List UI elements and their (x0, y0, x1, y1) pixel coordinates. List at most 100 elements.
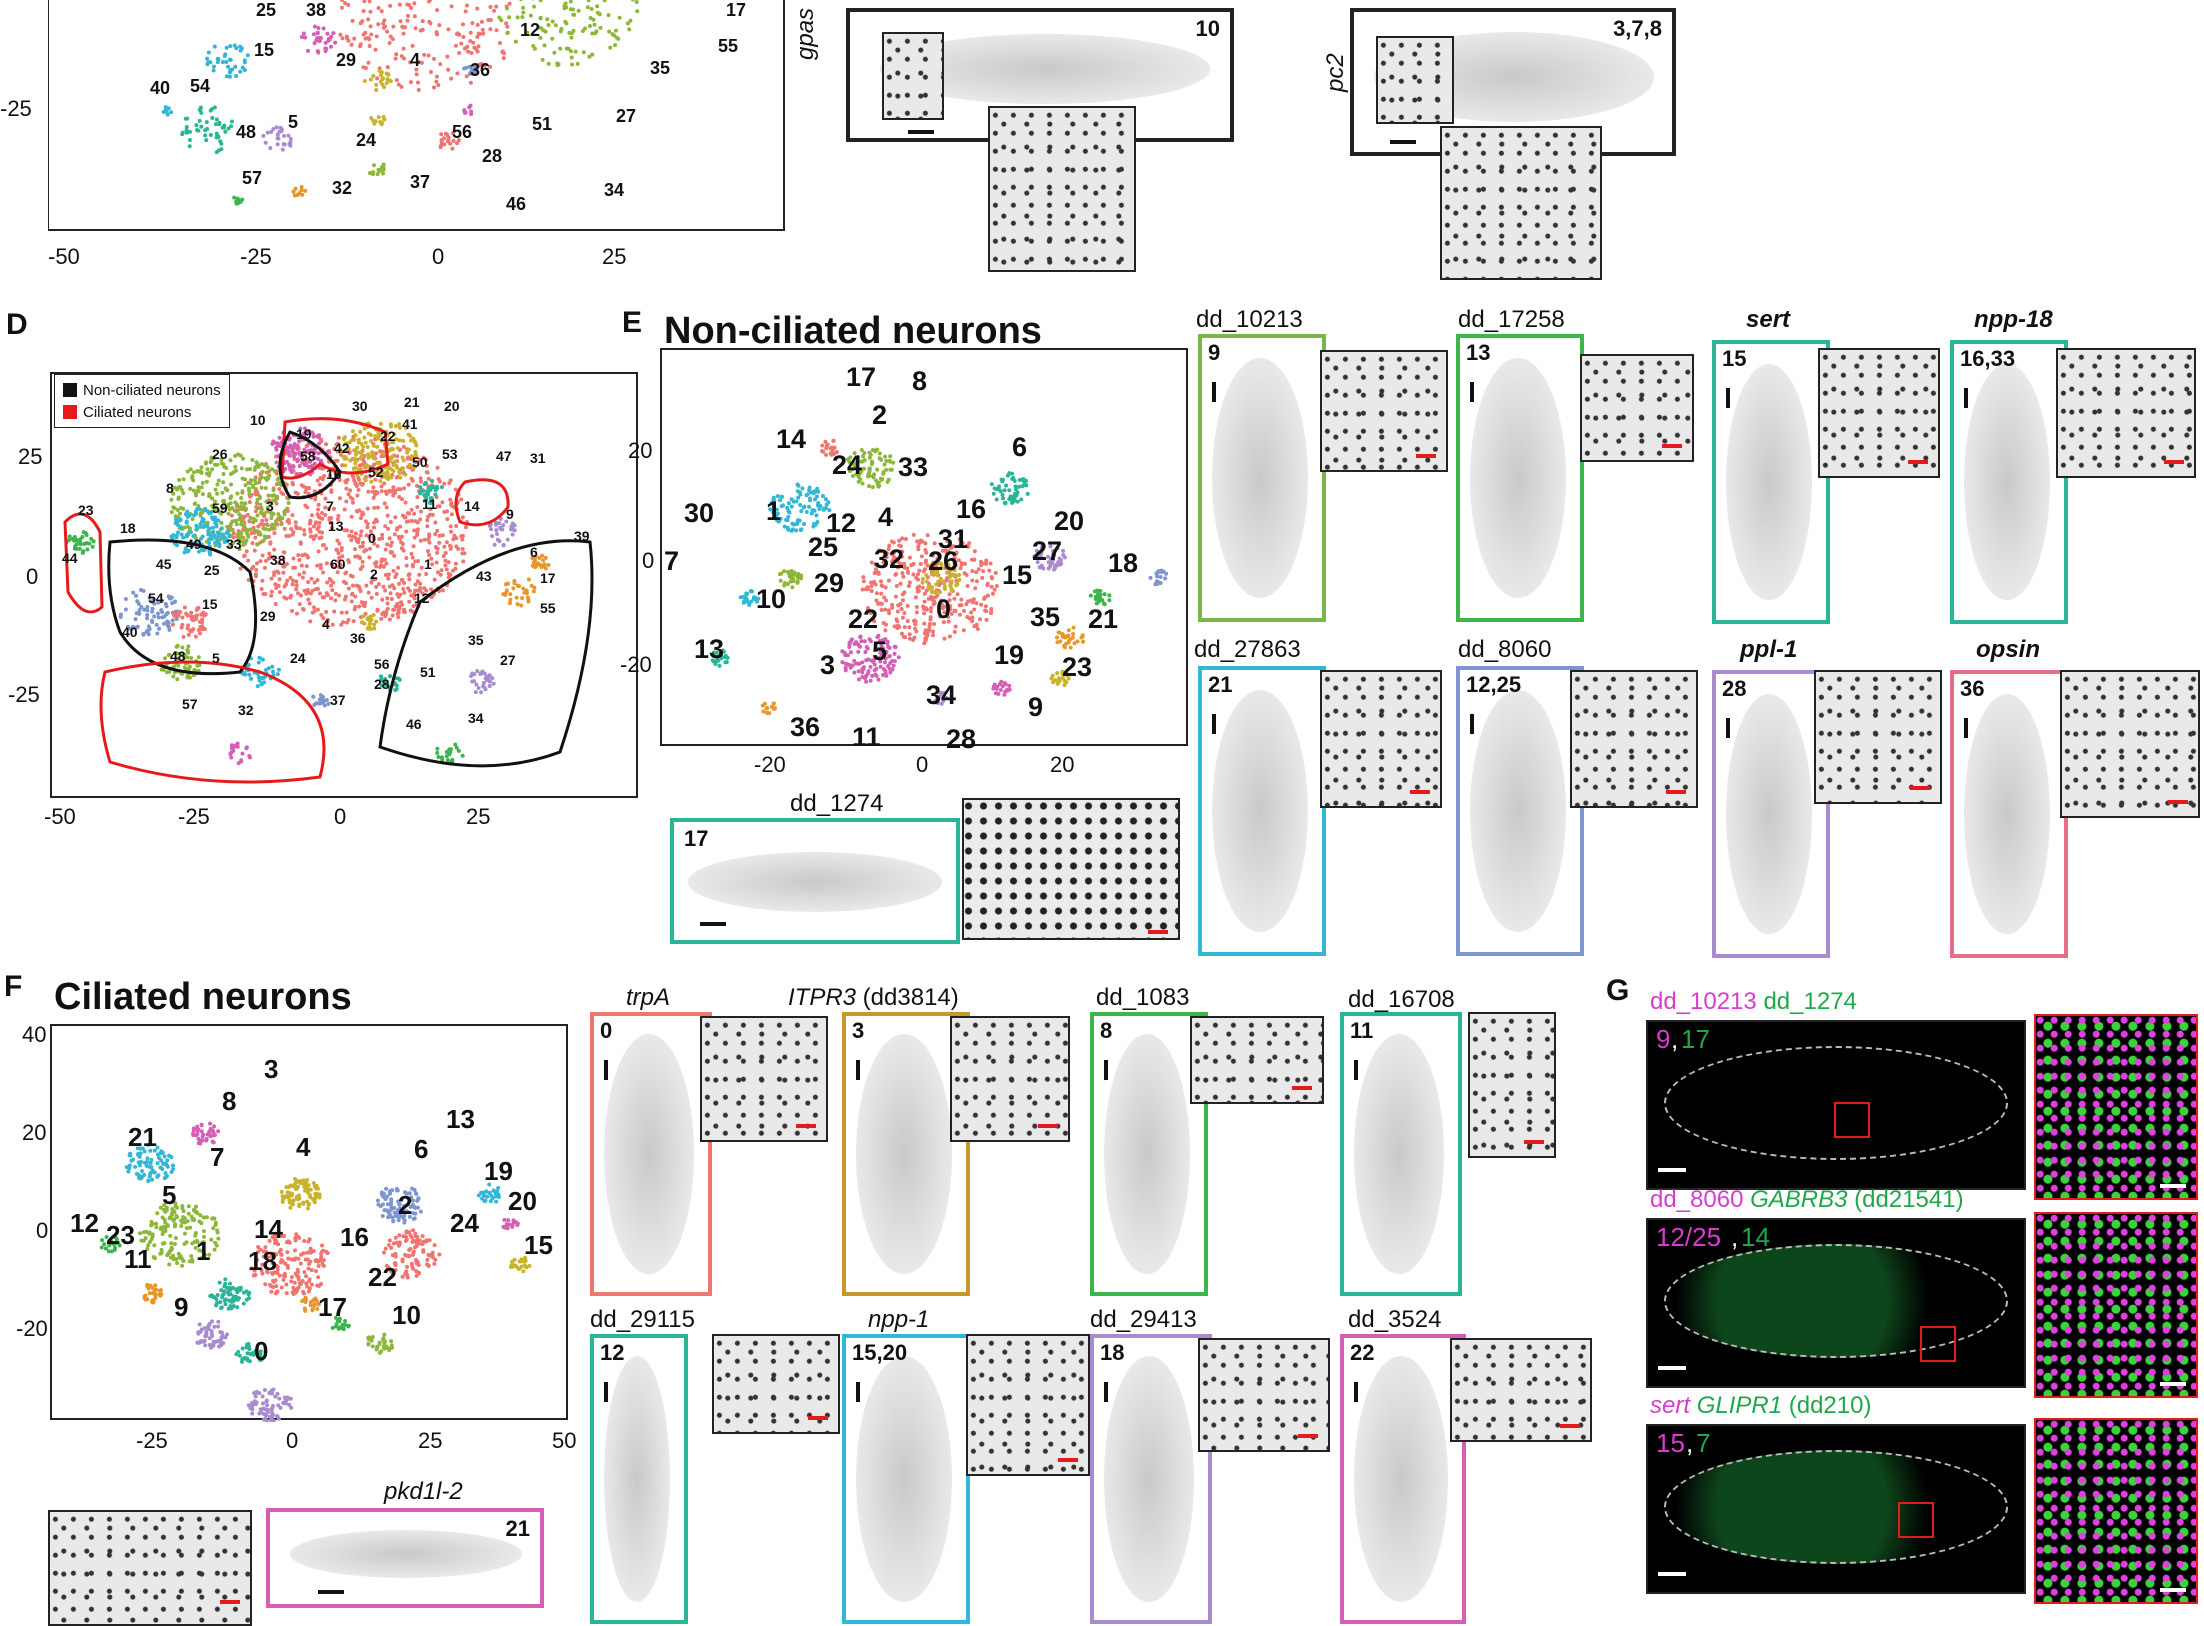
scatter-point (444, 132, 448, 136)
scatter-point (994, 691, 998, 695)
scatter-point (536, 561, 540, 565)
scatter-point (921, 586, 925, 590)
scatter-point (1000, 479, 1004, 483)
scatter-point (155, 1175, 159, 1179)
scatter-point (319, 563, 323, 567)
scatter-point (309, 530, 313, 534)
cluster-label: 24 (356, 130, 376, 151)
scatter-point (888, 460, 892, 464)
scatter-point (166, 1224, 170, 1228)
scatter-point (438, 62, 442, 66)
scatter-point (271, 524, 275, 528)
scatter-point (874, 667, 878, 671)
scatter-point (367, 1335, 371, 1339)
scatter-point (380, 82, 384, 86)
scatter-point (254, 505, 258, 509)
scatter-point (368, 547, 372, 551)
cluster-label: 28 (946, 724, 976, 755)
scatter-point (354, 433, 358, 437)
scatter-point (400, 497, 404, 501)
scatter-point (380, 489, 384, 493)
scatter-point (225, 1286, 229, 1290)
scatter-point (1004, 501, 1008, 505)
planarian-body (1212, 690, 1308, 932)
scatter-point (146, 1179, 150, 1183)
scatter-point (425, 1258, 429, 1262)
cluster-label: 49 (186, 536, 202, 552)
scatter-point (419, 479, 423, 483)
scatter-point (1017, 485, 1021, 489)
scatter-point (482, 681, 486, 685)
scatter-point (380, 533, 384, 537)
scatter-point (389, 1197, 393, 1201)
scatter-point (302, 1291, 306, 1295)
scatter-point (324, 47, 328, 51)
scatter-point (860, 667, 864, 671)
scatter-point (429, 70, 433, 74)
scatter-point (283, 1195, 287, 1199)
scatter-point (1049, 676, 1053, 680)
scatter-point (304, 1274, 308, 1278)
scatter-point (488, 5, 492, 9)
scatter-point (861, 481, 865, 485)
scatter-point (483, 686, 487, 690)
scatter-point (355, 509, 359, 513)
scatter-point (186, 649, 190, 653)
scatter-point (785, 506, 789, 510)
cluster-label: 29 (260, 608, 276, 624)
scatter-point (133, 617, 137, 621)
scatter-point (459, 498, 463, 502)
scatter-point (235, 202, 239, 206)
scatter-point (281, 571, 285, 575)
scatter-point (449, 530, 453, 534)
scatter-point (544, 556, 548, 560)
scatter-point (169, 498, 173, 502)
scatter-point (175, 677, 179, 681)
scatter-point (167, 106, 171, 110)
scatter-point (220, 526, 224, 530)
scatter-point (136, 1173, 140, 1177)
scatter-point (449, 77, 453, 81)
scatter-point (388, 448, 392, 452)
cluster-label: 25 (256, 0, 276, 21)
scatter-point (318, 591, 322, 595)
gene-expression-image: 15 (1712, 340, 1830, 624)
scatter-point (364, 37, 368, 41)
scatter-point (917, 569, 921, 573)
scatter-point (294, 452, 298, 456)
scatter-point (371, 1344, 375, 1348)
scatter-point (338, 496, 342, 500)
scatter-point (310, 513, 314, 517)
scatter-point (180, 616, 184, 620)
scatter-point (389, 35, 393, 39)
scatter-point (930, 595, 934, 599)
scatter-point (569, 49, 573, 53)
cluster-label: 7 (664, 546, 679, 577)
scatter-point (382, 1344, 386, 1348)
scatter-point (538, 556, 542, 560)
scatter-point (989, 609, 993, 613)
scatter-point (200, 620, 204, 624)
scatter-point (306, 598, 310, 602)
scatter-point (206, 1325, 210, 1329)
cluster-label: 4 (322, 616, 330, 632)
scatter-point (314, 39, 318, 43)
scatter-point (901, 598, 905, 602)
scatter-point (404, 500, 408, 504)
scatter-point (170, 1213, 174, 1217)
scatter-point (240, 1360, 244, 1364)
scatter-point (379, 563, 383, 567)
cluster-label: 32 (238, 702, 254, 718)
scatter-point (383, 501, 387, 505)
zoom-inset (1570, 670, 1698, 808)
cluster-label: 25 (204, 562, 220, 578)
scatter-point (923, 636, 927, 640)
scatter-point (366, 445, 370, 449)
scatter-point (296, 553, 300, 557)
scatter-point (595, 4, 599, 8)
scatter-point (1063, 645, 1067, 649)
scatter-point (87, 542, 91, 546)
scatter-point (321, 1249, 325, 1253)
scatter-point (319, 476, 323, 480)
scatter-point (316, 451, 320, 455)
